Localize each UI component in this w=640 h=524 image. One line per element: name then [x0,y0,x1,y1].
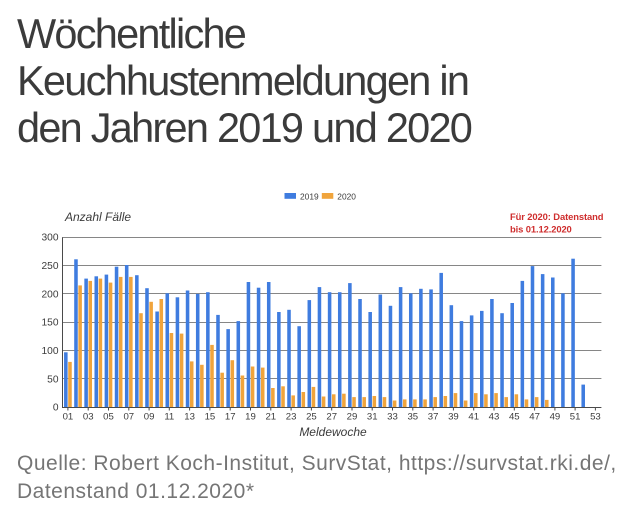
svg-text:15: 15 [205,411,216,422]
svg-text:09: 09 [144,411,155,422]
svg-text:33: 33 [387,411,398,422]
svg-text:25: 25 [306,411,317,422]
svg-text:2020: 2020 [337,192,356,202]
svg-text:51: 51 [570,411,581,422]
svg-text:bis 01.12.2020: bis 01.12.2020 [510,224,572,235]
svg-text:50: 50 [47,374,59,385]
svg-text:300: 300 [42,233,59,244]
svg-text:05: 05 [103,411,114,422]
svg-text:35: 35 [407,411,418,422]
svg-text:21: 21 [265,411,276,422]
svg-text:07: 07 [123,411,134,422]
svg-text:47: 47 [529,411,540,422]
svg-text:Meldewoche: Meldewoche [299,425,367,439]
svg-text:200: 200 [42,289,59,300]
svg-text:39: 39 [448,411,459,422]
svg-text:03: 03 [83,411,94,422]
svg-text:100: 100 [42,346,59,357]
svg-text:2019: 2019 [300,192,319,202]
svg-text:45: 45 [509,411,520,422]
svg-text:27: 27 [326,411,337,422]
svg-text:41: 41 [468,411,479,422]
svg-text:Anzahl Fälle: Anzahl Fälle [64,210,131,224]
svg-text:Für 2020: Datenstand: Für 2020: Datenstand [510,211,604,222]
svg-text:29: 29 [347,411,358,422]
svg-text:23: 23 [286,411,297,422]
svg-text:19: 19 [245,411,256,422]
svg-text:0: 0 [53,403,59,414]
svg-text:43: 43 [489,411,500,422]
svg-text:250: 250 [42,261,59,272]
svg-text:53: 53 [590,411,601,422]
svg-text:150: 150 [42,318,59,329]
svg-text:17: 17 [225,411,236,422]
svg-text:37: 37 [428,411,439,422]
svg-text:49: 49 [550,411,561,422]
svg-text:01: 01 [63,411,74,422]
svg-text:31: 31 [367,411,378,422]
svg-text:11: 11 [164,411,174,422]
svg-text:13: 13 [184,411,195,422]
